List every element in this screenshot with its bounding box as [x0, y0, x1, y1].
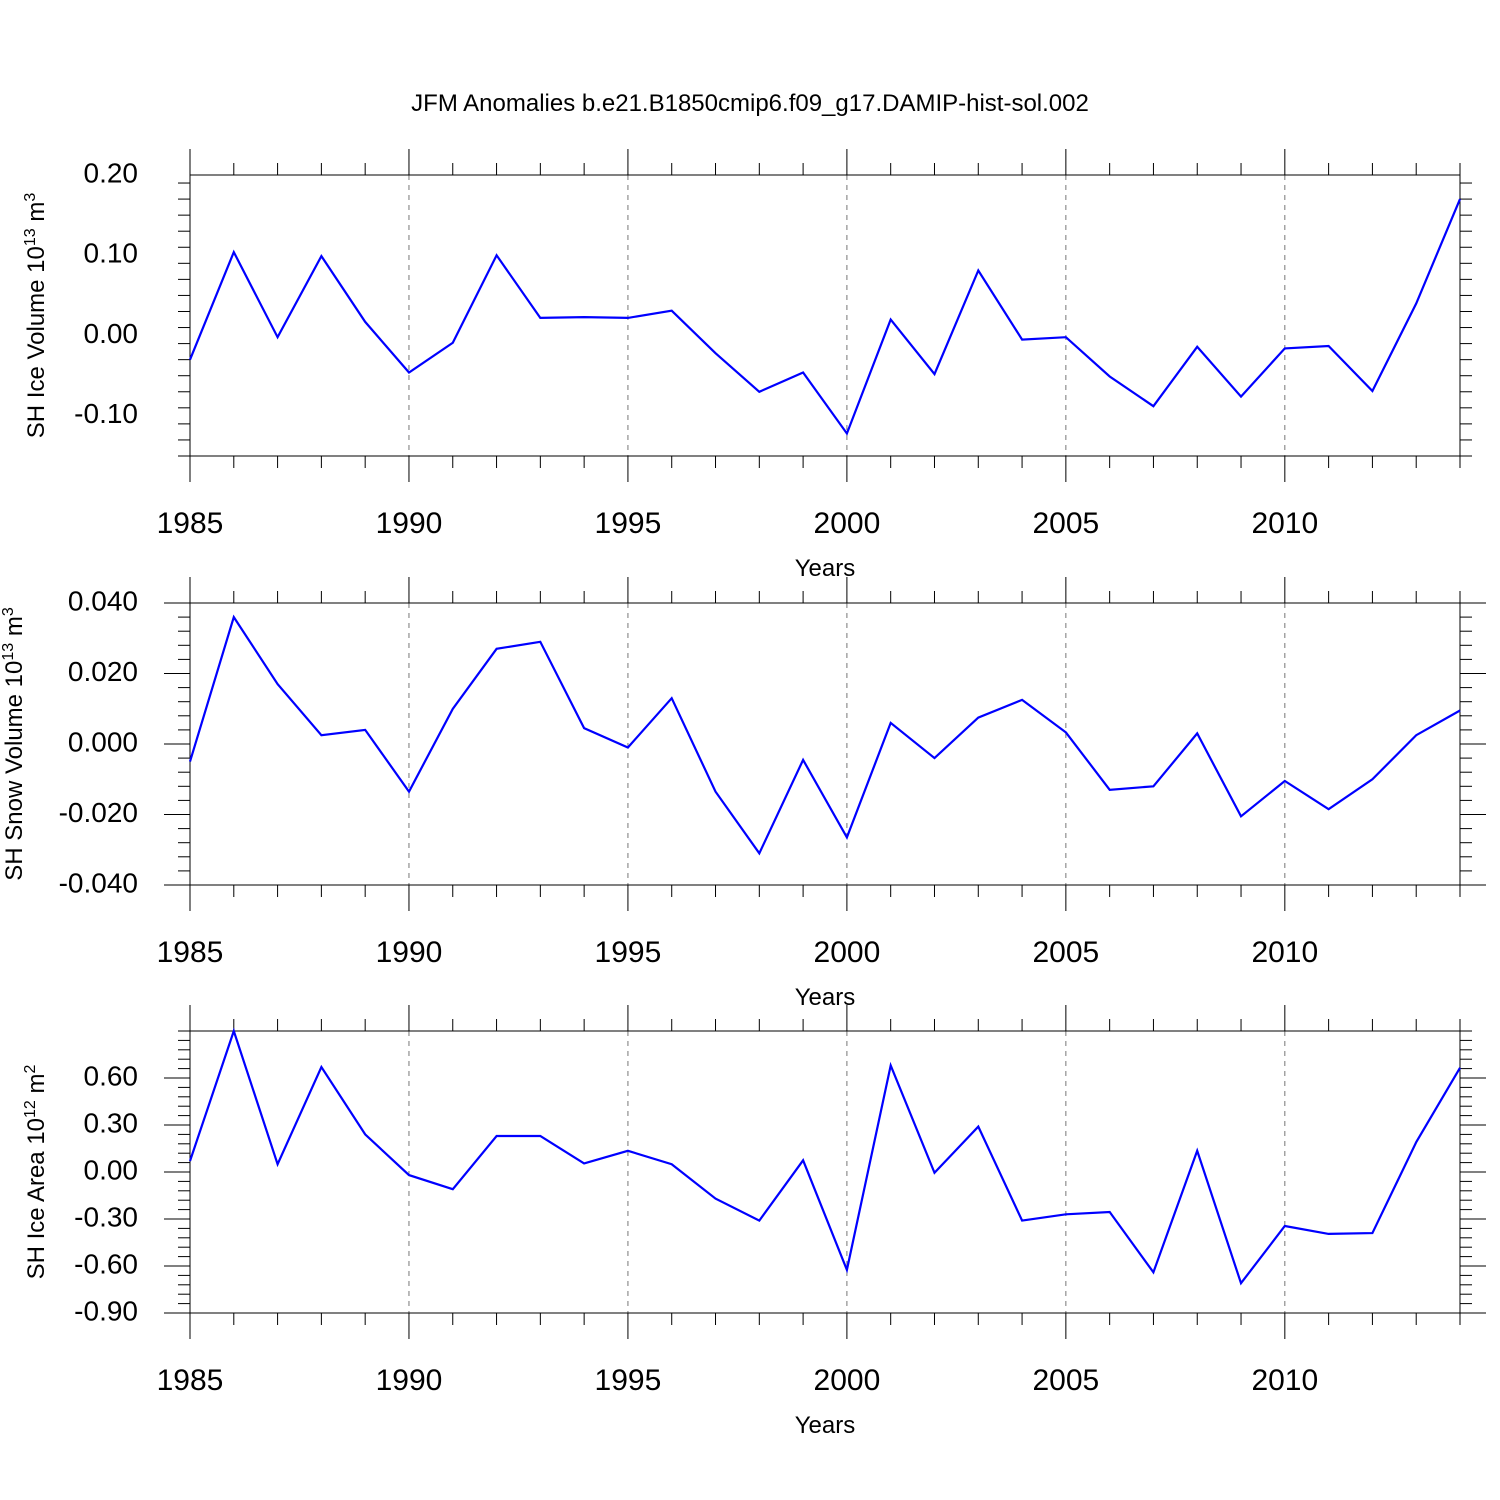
x-axis-title: Years [795, 555, 856, 582]
x-tick-label: 2000 [814, 1364, 881, 1397]
series-line [188, 198, 1462, 436]
y-tick-label: -0.10 [74, 398, 138, 429]
y-tick-label: -0.30 [74, 1201, 138, 1232]
panel-3: 1985 1990 1995 2000 2005 2010 -0.90 -0.60 -0.30 0… [22, 1005, 1486, 1439]
y-tick-label: -0.040 [59, 867, 138, 898]
panel-1: 1985 1990 1995 2000 2005 2010 -0.10 0.00 0.10 0.2… [22, 149, 1472, 582]
y-tick-label: 0.60 [84, 1060, 139, 1091]
x-tick-label: 1985 [157, 507, 224, 540]
x-tick-label: 2010 [1251, 936, 1318, 969]
y-tick-label: -0.90 [74, 1295, 138, 1326]
plot-frame [189, 174, 1461, 457]
x-tick-label: 2005 [1032, 936, 1099, 969]
chart-title: JFM Anomalies b.e21.B1850cmip6.f09_g17.D… [411, 90, 1089, 117]
x-tick-label: 2005 [1032, 507, 1099, 540]
plot-frame [189, 602, 1461, 886]
x-axis-title: Years [795, 1412, 856, 1439]
x-tick-label: 1985 [157, 936, 224, 969]
y-tick-label: 0.10 [84, 238, 139, 269]
x-tick-label: 1995 [595, 1364, 662, 1397]
y-tick-label: 0.040 [68, 585, 138, 616]
x-tick-label: 2000 [814, 936, 881, 969]
y-tick-label: -0.020 [59, 797, 138, 828]
x-tick-label: 2000 [814, 507, 881, 540]
y-tick-label: -0.60 [74, 1248, 138, 1279]
x-tick-label: 2010 [1251, 1364, 1318, 1397]
x-tick-label: 2005 [1032, 1364, 1099, 1397]
x-tick-label: 1990 [376, 507, 443, 540]
y-tick-label: 0.020 [68, 656, 138, 687]
y-tick-label: 0.00 [84, 1154, 139, 1185]
x-tick-label: 1985 [157, 1364, 224, 1397]
series-line [188, 1027, 1461, 1286]
x-tick-label: 2010 [1251, 507, 1318, 540]
y-axis-title: SH Ice Volume 1013 m3 [22, 193, 50, 439]
y-tick-label: 0.20 [84, 157, 139, 188]
x-axis-title: Years [795, 984, 856, 1011]
y-tick-label: 0.000 [68, 726, 138, 757]
x-tick-label: 1990 [376, 936, 443, 969]
x-tick-label: 1995 [595, 507, 662, 540]
plot-frame [189, 1030, 1461, 1314]
series-line [188, 614, 1461, 856]
y-tick-label: 0.00 [84, 318, 139, 349]
x-tick-label: 1990 [376, 1364, 443, 1397]
y-tick-label: 0.30 [84, 1107, 139, 1138]
x-tick-label: 1995 [595, 936, 662, 969]
panel-2: 1985 1990 1995 2000 2005 2010 -0.040 -0.020 0.00… [0, 577, 1486, 1011]
y-axis-title: SH Ice Area 1012 m2 [22, 1065, 50, 1280]
y-axis-title: SH Snow Volume 1013 m3 [0, 607, 28, 881]
